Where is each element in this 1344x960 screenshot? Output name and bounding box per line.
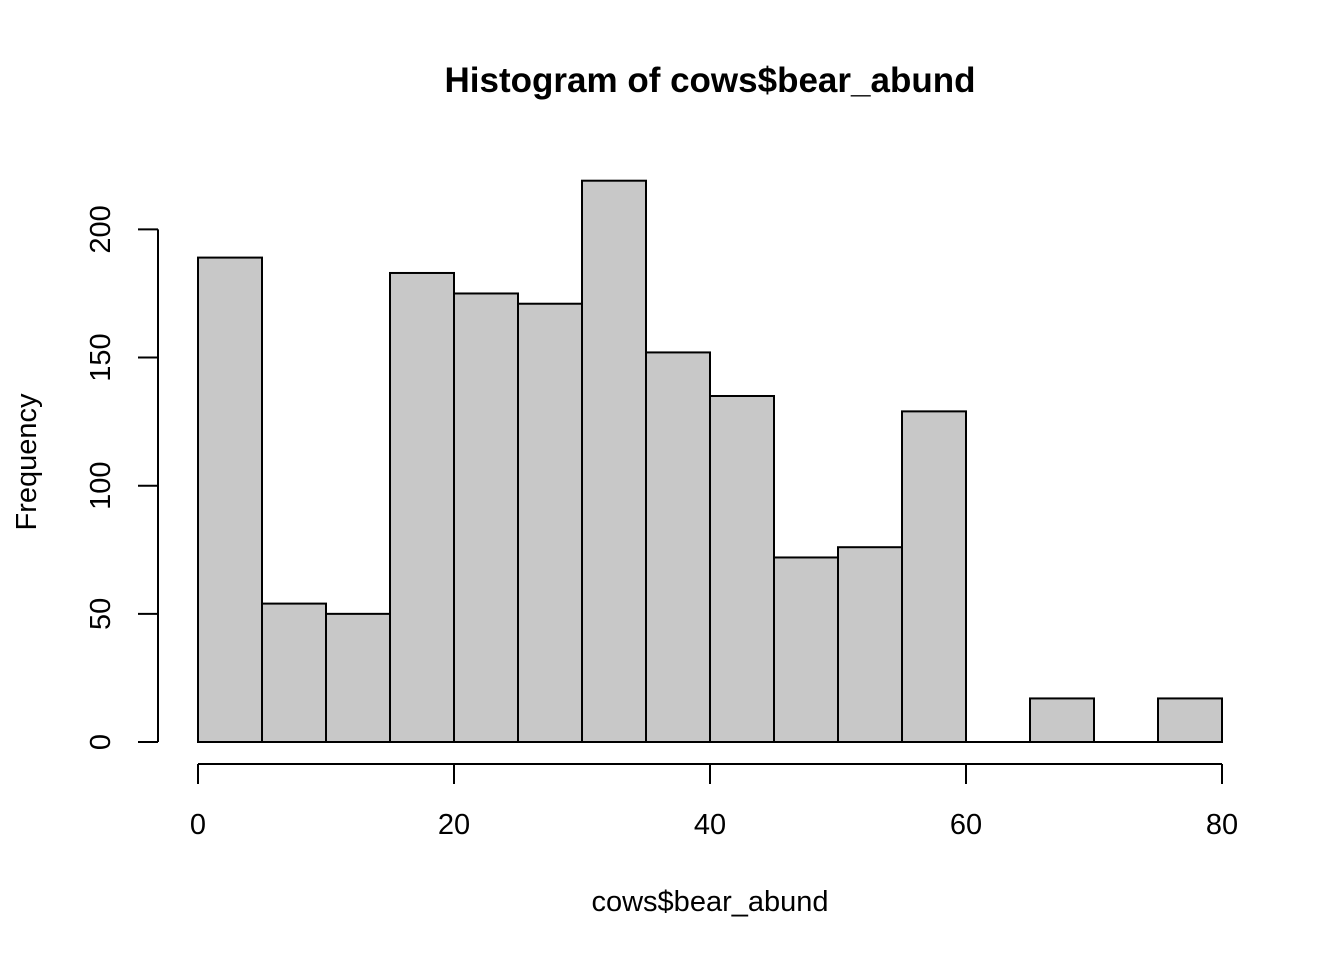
histogram-bar-15-20 — [389, 271, 455, 743]
x-tick-label-40: 40 — [694, 809, 726, 841]
y-tick-label-0: 0 — [85, 734, 117, 750]
x-axis-label: cows$bear_abund — [591, 886, 828, 918]
y-tick-label-50: 50 — [85, 598, 117, 630]
x-axis: 0 20 40 60 80 — [190, 763, 1238, 841]
y-tick-label-200: 200 — [85, 205, 117, 253]
histogram-bar-30-35 — [581, 179, 647, 743]
histogram-bar-65-70 — [1029, 697, 1095, 744]
histogram-bar-0-5 — [197, 256, 263, 743]
x-tick-label-60: 60 — [950, 809, 982, 841]
histogram-bar-40-45 — [709, 394, 775, 743]
bars-group — [197, 179, 1223, 744]
histogram-bar-25-30 — [517, 302, 583, 743]
y-axis: 0 50 100 150 200 — [85, 205, 159, 750]
histogram-bar-5-10 — [261, 602, 327, 744]
x-tick-label-0: 0 — [190, 809, 206, 841]
y-axis-label: Frequency — [11, 393, 43, 531]
histogram-bar-75-80 — [1157, 697, 1223, 744]
y-tick-label-100: 100 — [85, 462, 117, 510]
x-tick-label-20: 20 — [438, 809, 470, 841]
histogram-bar-50-55 — [837, 546, 903, 743]
histogram-bar-45-50 — [773, 556, 839, 743]
y-tick-label-150: 150 — [85, 333, 117, 381]
histogram-bar-35-40 — [645, 351, 711, 743]
x-tick-label-80: 80 — [1206, 809, 1238, 841]
chart-title: Histogram of cows$bear_abund — [445, 61, 976, 100]
histogram-bar-20-25 — [453, 292, 519, 743]
histogram-bar-55-60 — [901, 410, 967, 743]
histogram-bar-10-15 — [325, 612, 391, 743]
